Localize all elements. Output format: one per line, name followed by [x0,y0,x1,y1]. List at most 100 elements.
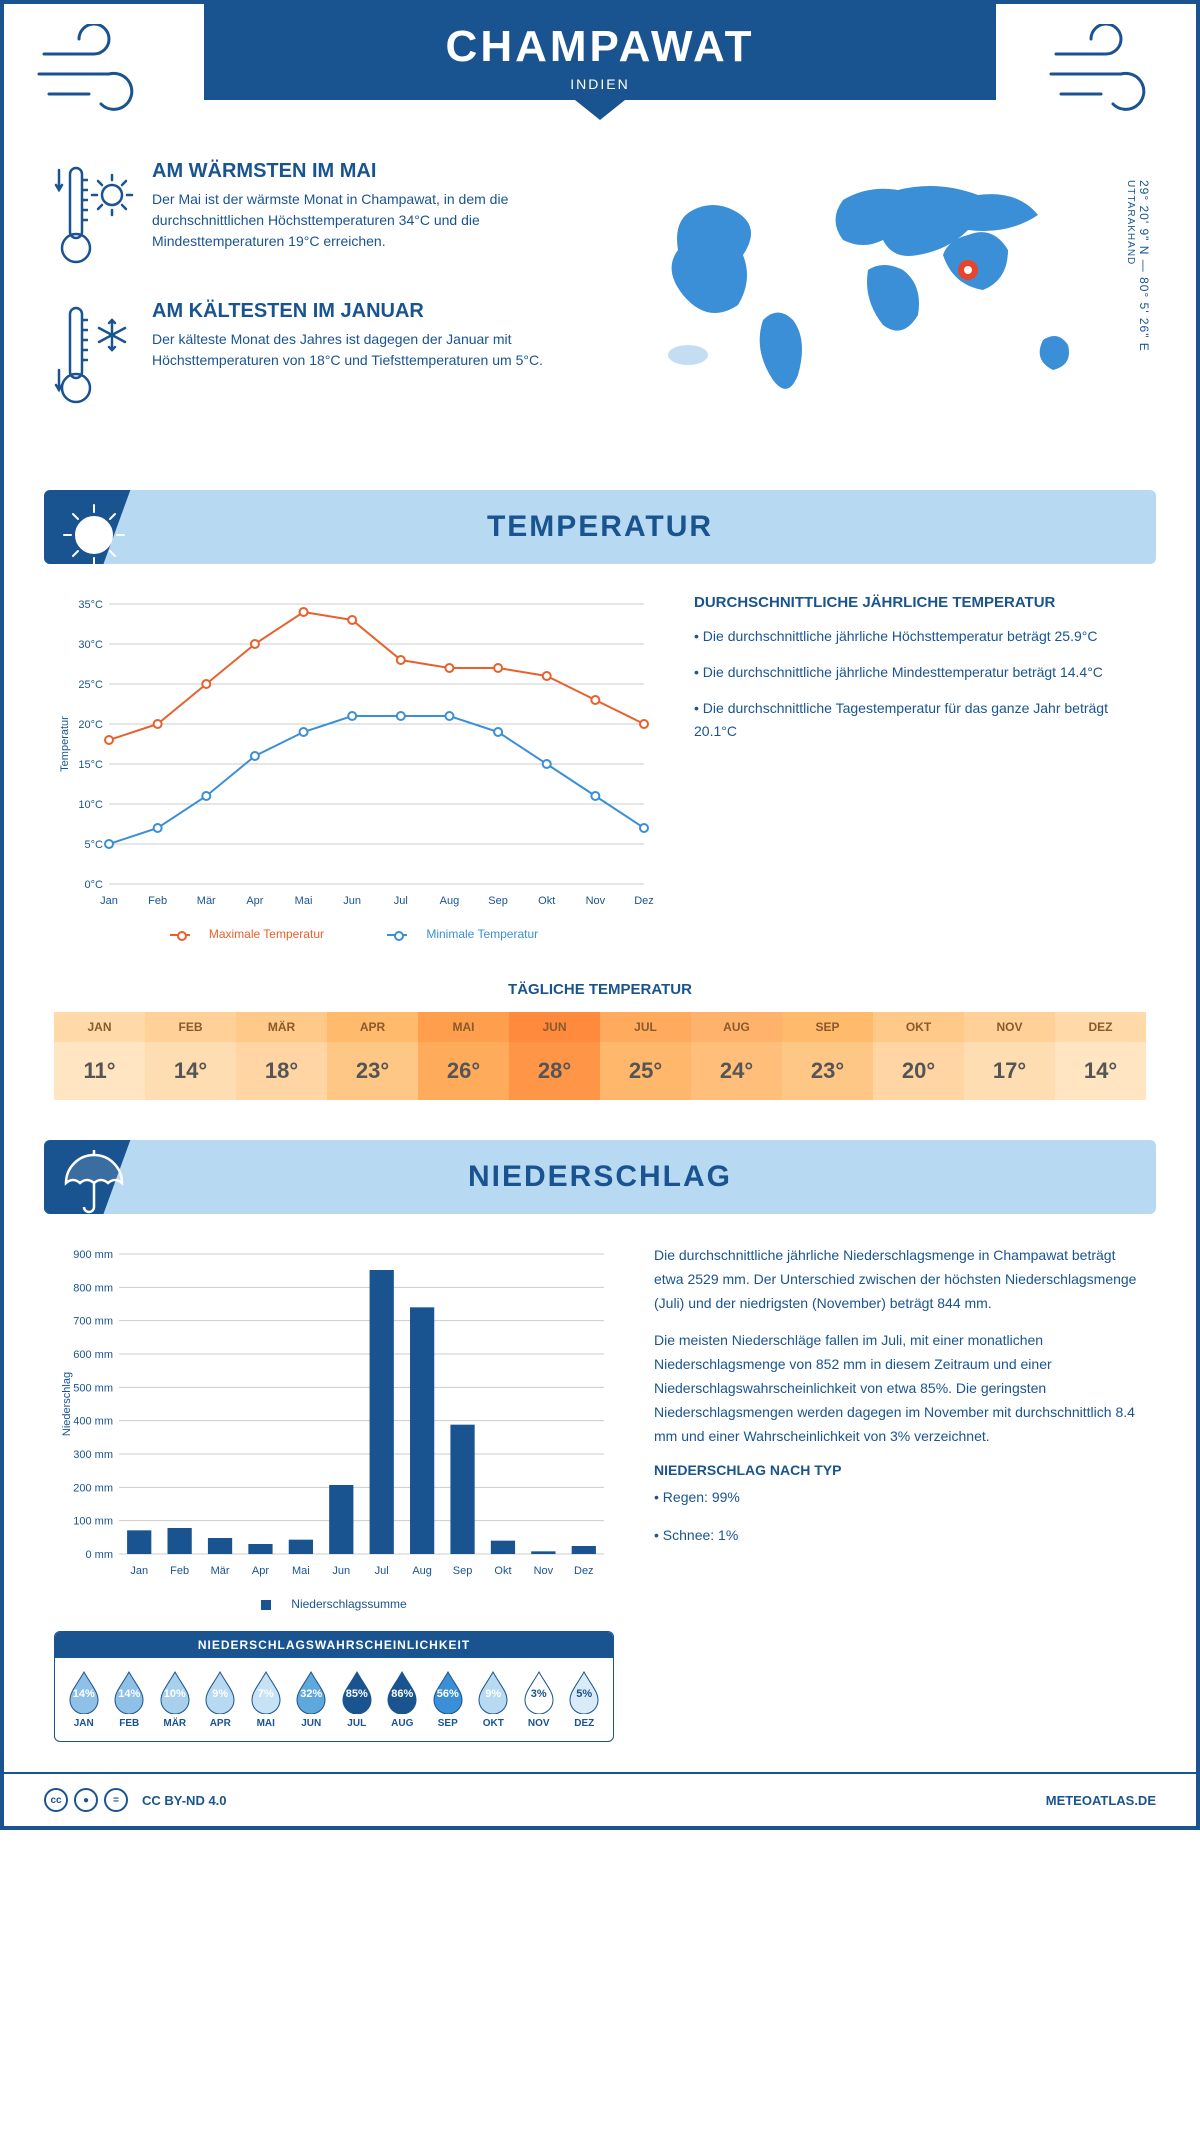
svg-text:Jan: Jan [130,1565,148,1577]
raindrop-icon: 56% [430,1670,466,1714]
svg-text:20°C: 20°C [78,719,103,731]
svg-text:Okt: Okt [494,1565,511,1577]
prob-cell: 9% APR [198,1670,244,1729]
daily-cell: JAN11° [54,1012,145,1100]
prob-cell: 86% AUG [380,1670,426,1729]
raindrop-icon: 10% [157,1670,193,1714]
svg-text:Niederschlag: Niederschlag [61,1372,73,1436]
cold-title: AM KÄLTESTEN IM JANUAR [152,300,580,323]
raindrop-icon: 14% [66,1670,102,1714]
precip-by-type-list: • Regen: 99%• Schnee: 1% [654,1486,1146,1548]
svg-text:Sep: Sep [488,895,508,907]
svg-text:0 mm: 0 mm [86,1549,114,1561]
country-subtitle: INDIEN [204,76,996,92]
summary-line: • Die durchschnittliche jährliche Mindes… [694,661,1146,685]
wind-icon [34,24,154,114]
summary-line: • Die durchschnittliche jährliche Höchst… [694,625,1146,649]
svg-text:Aug: Aug [440,895,460,907]
svg-text:Feb: Feb [170,1565,189,1577]
thermometer-sun-icon [54,160,134,270]
raindrop-icon: 86% [384,1670,420,1714]
svg-text:Sep: Sep [453,1565,473,1577]
daily-cell: AUG24° [691,1012,782,1100]
daily-cell: NOV17° [964,1012,1055,1100]
precip-text-1: Die durchschnittliche jährliche Niedersc… [654,1244,1146,1315]
raindrop-icon: 9% [475,1670,511,1714]
nd-icon: = [104,1788,128,1812]
raindrop-icon: 32% [293,1670,329,1714]
umbrella-icon [54,1145,129,1214]
daily-cell: DEZ14° [1055,1012,1146,1100]
temp-summary-list: • Die durchschnittliche jährliche Höchst… [694,625,1146,744]
temperature-section-header: TEMPERATUR [44,490,1156,564]
raindrop-icon: 14% [111,1670,147,1714]
svg-text:Dez: Dez [574,1565,594,1577]
cc-icon: cc [44,1788,68,1812]
svg-text:Nov: Nov [586,895,606,907]
svg-text:Apr: Apr [252,1565,269,1577]
raindrop-icon: 85% [339,1670,375,1714]
svg-text:Nov: Nov [534,1565,554,1577]
precipitation-bar-chart: 0 mm100 mm200 mm300 mm400 mm500 mm600 mm… [54,1244,614,1584]
prob-cell: 10% MÄR [152,1670,198,1729]
svg-text:400 mm: 400 mm [73,1416,113,1428]
prob-cell: 3% NOV [516,1670,562,1729]
svg-text:Dez: Dez [634,895,654,907]
site-credit: METEOATLAS.DE [1046,1793,1156,1808]
raindrop-icon: 3% [521,1670,557,1714]
prob-title: NIEDERSCHLAGSWAHRSCHEINLICHKEIT [55,1632,613,1658]
svg-text:900 mm: 900 mm [73,1249,113,1261]
cold-text: Der kälteste Monat des Jahres ist dagege… [152,329,580,371]
svg-text:700 mm: 700 mm [73,1316,113,1328]
svg-text:Feb: Feb [148,895,167,907]
cold-fact: AM KÄLTESTEN IM JANUAR Der kälteste Mona… [54,300,580,410]
svg-text:10°C: 10°C [78,799,103,811]
svg-text:300 mm: 300 mm [73,1449,113,1461]
svg-text:5°C: 5°C [85,839,104,851]
daily-cell: FEB14° [145,1012,236,1100]
prob-cell: 7% MAI [243,1670,289,1729]
by-icon: ● [74,1788,98,1812]
temperature-line-chart: 0°C5°C10°C15°C20°C25°C30°C35°CJanFebMärA… [54,594,654,914]
daily-cell: MÄR18° [236,1012,327,1100]
raindrop-icon: 5% [566,1670,602,1714]
daily-cell: APR23° [327,1012,418,1100]
svg-text:200 mm: 200 mm [73,1482,113,1494]
summary-line: • Die durchschnittliche Tagestemperatur … [694,697,1146,745]
svg-text:Mai: Mai [292,1565,310,1577]
daily-temp-table: JAN11°FEB14°MÄR18°APR23°MAI26°JUN28°JUL2… [54,1012,1146,1100]
svg-text:Aug: Aug [412,1565,432,1577]
temp-summary-title: DURCHSCHNITTLICHE JÄHRLICHE TEMPERATUR [694,594,1146,611]
svg-text:Jul: Jul [375,1565,389,1577]
svg-text:15°C: 15°C [78,759,103,771]
daily-cell: OKT20° [873,1012,964,1100]
warm-fact: AM WÄRMSTEN IM MAI Der Mai ist der wärms… [54,160,580,270]
precipitation-probability-box: NIEDERSCHLAGSWAHRSCHEINLICHKEIT 14% JAN … [54,1631,614,1742]
svg-text:35°C: 35°C [78,599,103,611]
svg-text:0°C: 0°C [85,879,104,891]
world-map-icon [620,160,1146,420]
raindrop-icon: 7% [248,1670,284,1714]
svg-text:Temperatur: Temperatur [59,716,71,772]
precip-chart-legend: Niederschlagssumme [54,1597,614,1611]
daily-cell: JUL25° [600,1012,691,1100]
prob-cell: 14% FEB [107,1670,153,1729]
svg-text:Jul: Jul [394,895,408,907]
precip-by-type-title: NIEDERSCHLAG NACH TYP [654,1462,1146,1478]
svg-text:Mai: Mai [295,895,313,907]
daily-temp-title: TÄGLICHE TEMPERATUR [4,981,1196,998]
warm-title: AM WÄRMSTEN IM MAI [152,160,580,183]
precipitation-section-header: NIEDERSCHLAG [44,1140,1156,1214]
temp-chart-legend: Maximale Temperatur Minimale Temperatur [54,927,654,941]
wind-icon [1046,24,1166,114]
svg-text:100 mm: 100 mm [73,1516,113,1528]
city-title: CHAMPAWAT [204,22,996,72]
by-type-line: • Schnee: 1% [654,1524,1146,1548]
svg-text:600 mm: 600 mm [73,1349,113,1361]
precip-text-2: Die meisten Niederschläge fallen im Juli… [654,1329,1146,1448]
svg-text:Okt: Okt [538,895,555,907]
intro-section: AM WÄRMSTEN IM MAI Der Mai ist der wärms… [4,140,1196,470]
svg-text:Jun: Jun [332,1565,350,1577]
daily-cell: JUN28° [509,1012,600,1100]
coordinates: 29° 20' 9" N — 80° 5' 26" E UTTARAKHAND [1123,180,1151,352]
